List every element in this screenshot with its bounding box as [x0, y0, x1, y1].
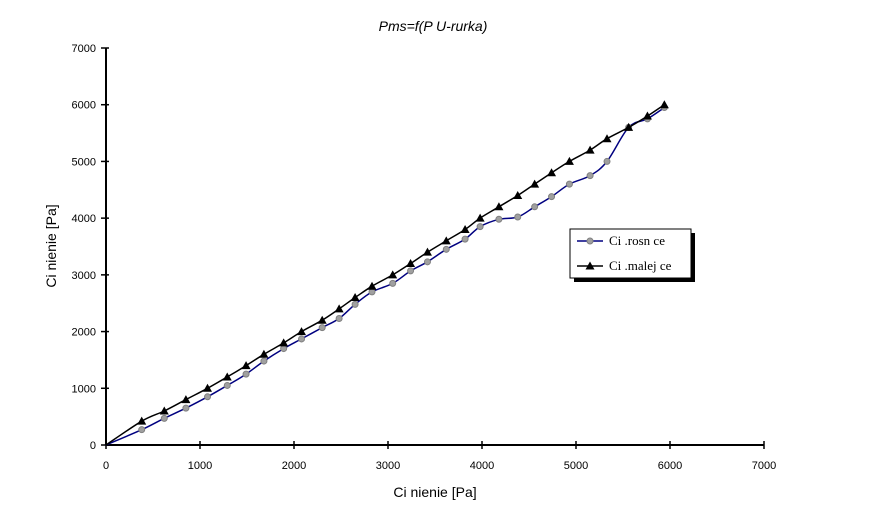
data-point-malejace: [406, 259, 416, 268]
data-point-malejace: [564, 156, 574, 165]
data-point-rosnace: [368, 288, 376, 296]
x-tick-label: 2000: [282, 460, 306, 472]
legend-label-malejace: Ci .malej ce: [609, 258, 672, 273]
legend-marker-rosnace: [586, 237, 594, 245]
data-point-rosnace: [423, 258, 431, 266]
data-point-rosnace: [351, 300, 359, 308]
data-point-malejace: [624, 122, 634, 131]
data-point-rosnace: [260, 357, 268, 365]
y-ticks: 0 1000 2000 3000 4000 5000 6000 7000: [72, 43, 109, 452]
y-axis-label: Ci nienie [Pa]: [43, 204, 59, 287]
x-tick-label: 1000: [188, 460, 212, 472]
y-tick-label: 1000: [72, 383, 96, 395]
y-tick-label: 0: [90, 440, 96, 452]
data-point-rosnace: [586, 172, 594, 180]
data-point-malejace: [585, 145, 595, 154]
legend-box: [569, 228, 692, 279]
data-point-malejace: [494, 202, 504, 211]
data-point-rosnace: [138, 426, 146, 434]
data-point-malejace: [460, 224, 470, 233]
data-point-malejace: [334, 304, 344, 313]
data-point-rosnace: [442, 245, 450, 253]
data-point-malejace: [297, 327, 307, 336]
data-point-malejace: [159, 406, 169, 415]
data-point-malejace: [530, 179, 540, 188]
data-point-rosnace: [280, 345, 288, 353]
x-tick-label: 7000: [752, 460, 776, 472]
y-tick-label: 3000: [72, 270, 96, 282]
data-point-malejace: [350, 293, 360, 302]
data-point-rosnace: [182, 404, 190, 412]
data-point-rosnace: [335, 315, 343, 323]
data-point-malejace: [181, 395, 191, 404]
y-tick-label: 5000: [72, 156, 96, 168]
chart-title: Pms=f(P U-rurka): [379, 18, 488, 34]
data-point-malejace: [137, 416, 147, 425]
data-point-malejace: [475, 213, 485, 222]
data-point-rosnace: [223, 381, 231, 389]
x-tick-label: 6000: [658, 460, 682, 472]
data-point-malejace: [513, 190, 523, 199]
data-point-rosnace: [389, 279, 397, 287]
x-axis-label: Ci nienie [Pa]: [393, 484, 476, 500]
y-tick-label: 2000: [72, 327, 96, 339]
data-point-rosnace: [461, 235, 469, 243]
x-tick-label: 4000: [470, 460, 494, 472]
data-point-malejace: [602, 134, 612, 143]
y-tick-label: 6000: [72, 100, 96, 112]
legend-label-rosnace: Ci .rosn ce: [609, 233, 665, 248]
data-point-rosnace: [318, 324, 326, 332]
series-layer: [105, 100, 669, 446]
y-tick-label: 4000: [72, 213, 96, 225]
data-point-malejace: [279, 338, 289, 347]
data-point-rosnace: [514, 213, 522, 221]
legend-marker-malejace: [585, 261, 595, 270]
data-point-malejace: [441, 236, 451, 245]
data-point-rosnace: [548, 193, 556, 201]
data-point-rosnace: [531, 203, 539, 211]
legend: Ci .rosn ce Ci .malej ce: [569, 228, 695, 282]
axes: [105, 48, 764, 446]
data-point-rosnace: [242, 370, 250, 378]
data-point-rosnace: [603, 157, 611, 165]
x-tick-label: 0: [103, 460, 109, 472]
data-point-rosnace: [204, 393, 212, 401]
data-point-malejace: [659, 100, 669, 109]
y-tick-label: 7000: [72, 43, 96, 55]
data-point-malejace: [642, 111, 652, 120]
data-point-rosnace: [160, 414, 168, 422]
data-point-malejace: [222, 372, 232, 381]
data-point-malejace: [367, 281, 377, 290]
data-point-rosnace: [407, 267, 415, 275]
data-point-malejace: [422, 247, 432, 256]
data-point-malejace: [259, 349, 269, 358]
x-tick-label: 3000: [376, 460, 400, 472]
data-point-rosnace: [298, 335, 306, 343]
data-point-rosnace: [476, 223, 484, 231]
data-point-malejace: [388, 270, 398, 279]
data-point-malejace: [241, 361, 251, 370]
data-point-rosnace: [495, 215, 503, 223]
data-point-malejace: [203, 383, 213, 392]
x-ticks: 0 1000 2000 3000 4000 5000 6000 7000: [103, 441, 776, 472]
data-point-rosnace: [565, 180, 573, 188]
data-point-malejace: [547, 168, 557, 177]
x-tick-label: 5000: [564, 460, 588, 472]
data-point-malejace: [317, 315, 327, 324]
